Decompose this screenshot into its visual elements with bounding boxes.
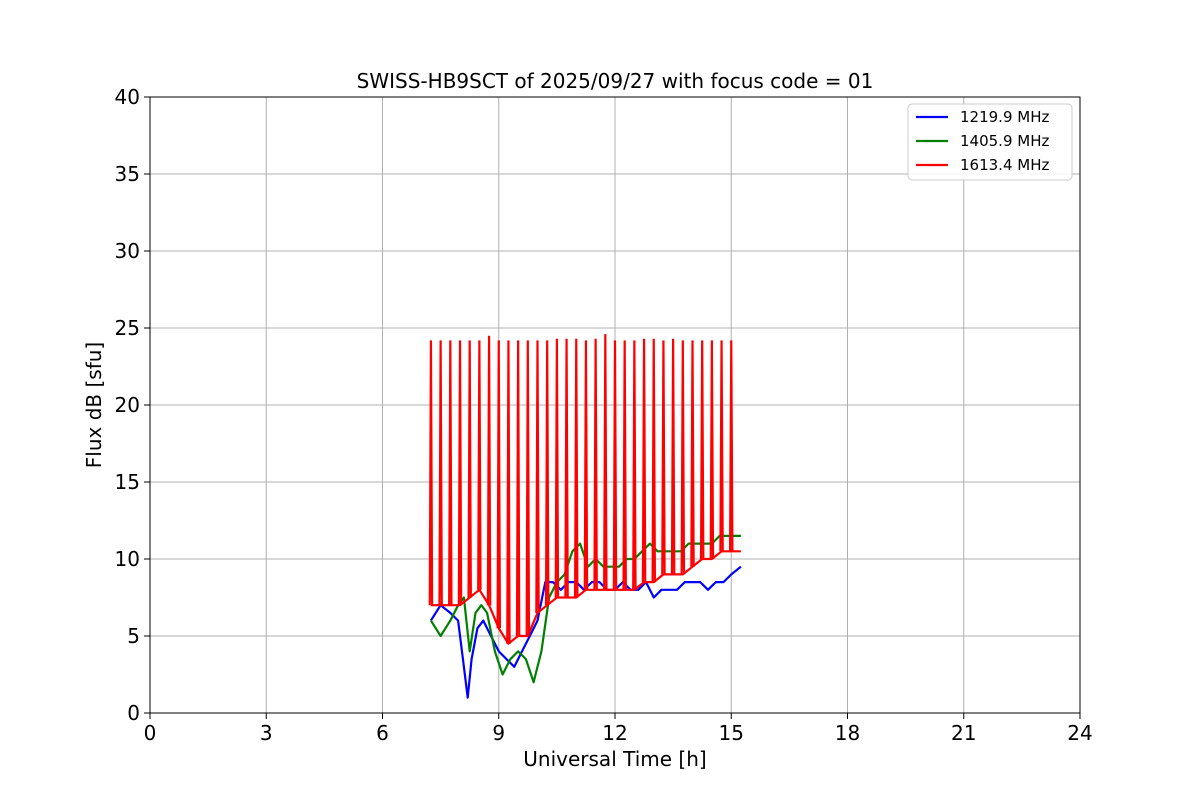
spike-mark <box>535 340 540 613</box>
spike-mark <box>593 338 598 590</box>
spike-mark <box>690 340 695 567</box>
spike-mark <box>699 340 705 560</box>
spike-mark <box>438 340 443 606</box>
legend-label: 1219.9 MHz <box>960 108 1049 126</box>
spike-mark <box>496 340 502 629</box>
spike-mark <box>506 340 511 644</box>
x-tick-label: 12 <box>602 721 627 745</box>
spike-mark <box>651 338 657 583</box>
legend-label: 1405.9 MHz <box>960 132 1049 150</box>
x-tick-label: 0 <box>144 721 157 745</box>
chart-title: SWISS-HB9SCT of 2025/09/27 with focus co… <box>357 69 874 93</box>
x-tick-label: 21 <box>951 721 976 745</box>
x-tick-label: 24 <box>1067 721 1092 745</box>
spike-mark <box>622 340 627 590</box>
spike-mark <box>583 340 589 590</box>
y-tick-label: 5 <box>127 624 140 648</box>
x-tick-label: 6 <box>376 721 389 745</box>
spike-mark <box>564 338 569 598</box>
x-axis-label: Universal Time [h] <box>523 747 706 771</box>
y-tick-label: 15 <box>115 470 140 494</box>
axis-ticks: 0 3 6 9 12 15 18 21 24 0 5 10 15 20 25 30 35 40 <box>115 85 1093 745</box>
spike-mark <box>573 338 579 598</box>
x-tick-label: 9 <box>492 721 505 745</box>
spike-mark <box>467 340 472 598</box>
x-tick-label: 3 <box>260 721 273 745</box>
series-line-1613-4-mhz <box>430 550 741 645</box>
series-line-1219-9-mhz <box>429 565 742 699</box>
spike-mark <box>632 340 637 590</box>
spike-mark <box>448 340 453 606</box>
legend-box <box>907 103 1073 181</box>
spike-mark <box>554 338 560 598</box>
spike-mark <box>457 340 463 606</box>
y-tick-label: 0 <box>127 701 140 725</box>
spike-mark <box>661 340 666 575</box>
spike-mark <box>641 338 647 583</box>
spike-mark <box>719 340 724 552</box>
spike-mark <box>680 340 686 575</box>
y-tick-label: 30 <box>115 239 140 263</box>
spike-mark <box>428 340 434 606</box>
spike-mark <box>515 340 521 637</box>
y-tick-label: 40 <box>115 85 140 109</box>
spike-mark <box>612 340 618 590</box>
data-series <box>428 334 742 699</box>
spike-mark <box>670 338 676 575</box>
legend-label: 1613.4 MHz <box>960 156 1049 174</box>
x-tick-label: 15 <box>719 721 744 745</box>
spike-mark <box>728 340 734 552</box>
x-tick-label: 18 <box>835 721 860 745</box>
y-tick-label: 10 <box>115 547 140 571</box>
spike-mark <box>603 334 608 590</box>
spike-mark <box>544 340 550 606</box>
spike-mark <box>525 340 531 637</box>
y-axis-label: Flux dB [sfu] <box>82 342 106 468</box>
spike-mark <box>477 340 482 590</box>
y-tick-label: 25 <box>115 316 140 340</box>
legend: 1219.9 MHz 1405.9 MHz 1613.4 MHz <box>907 103 1073 181</box>
y-tick-label: 35 <box>115 162 140 186</box>
spike-mark <box>486 335 492 606</box>
y-tick-label: 20 <box>115 393 140 417</box>
spike-mark <box>709 340 715 560</box>
